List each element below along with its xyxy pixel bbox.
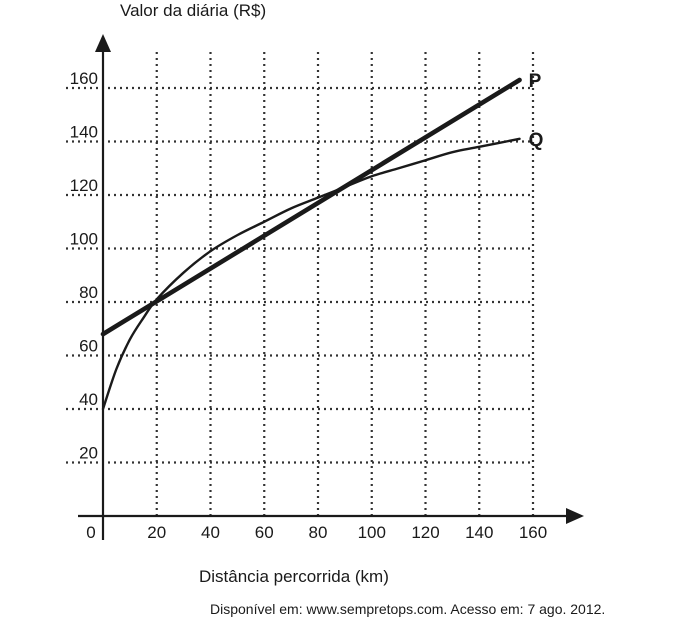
y-tick-label-40: 40 <box>79 390 98 409</box>
x-tick-label-120: 120 <box>411 523 439 542</box>
series-label-q: Q <box>529 130 544 151</box>
y-tick-label-20: 20 <box>79 444 98 463</box>
y-axis-arrow <box>95 34 111 52</box>
x-tick-label-40: 40 <box>201 523 220 542</box>
x-tick-label-100: 100 <box>358 523 386 542</box>
series-label-p: P <box>529 71 542 92</box>
x-tick-label-140: 140 <box>465 523 493 542</box>
series: PQ <box>100 71 544 411</box>
y-axis-title: Valor da diária (R$) <box>120 1 266 20</box>
y-tick-label-80: 80 <box>79 283 98 302</box>
series-line-q <box>101 137 521 411</box>
x-tick-label-0: 0 <box>86 523 95 542</box>
y-tick-label-100: 100 <box>70 230 98 249</box>
y-tick-label-60: 60 <box>79 337 98 356</box>
x-tick-label-160: 160 <box>519 523 547 542</box>
x-axis-arrow <box>566 508 584 524</box>
source-note: Disponível em: www.sempretops.com. Acess… <box>210 601 605 617</box>
series-line-p <box>100 77 522 337</box>
y-tick-label-140: 140 <box>70 123 98 142</box>
x-tick-label-60: 60 <box>255 523 274 542</box>
x-tick-label-20: 20 <box>147 523 166 542</box>
x-axis-title: Distância percorrida (km) <box>199 567 389 586</box>
y-tick-label-160: 160 <box>70 69 98 88</box>
grid-lines <box>66 50 535 516</box>
x-tick-label-80: 80 <box>309 523 328 542</box>
tick-labels: 0 20 40 60 80 100 120 140 160 20 40 60 80 100 120 140 16… <box>70 69 548 542</box>
y-tick-label-120: 120 <box>70 176 98 195</box>
